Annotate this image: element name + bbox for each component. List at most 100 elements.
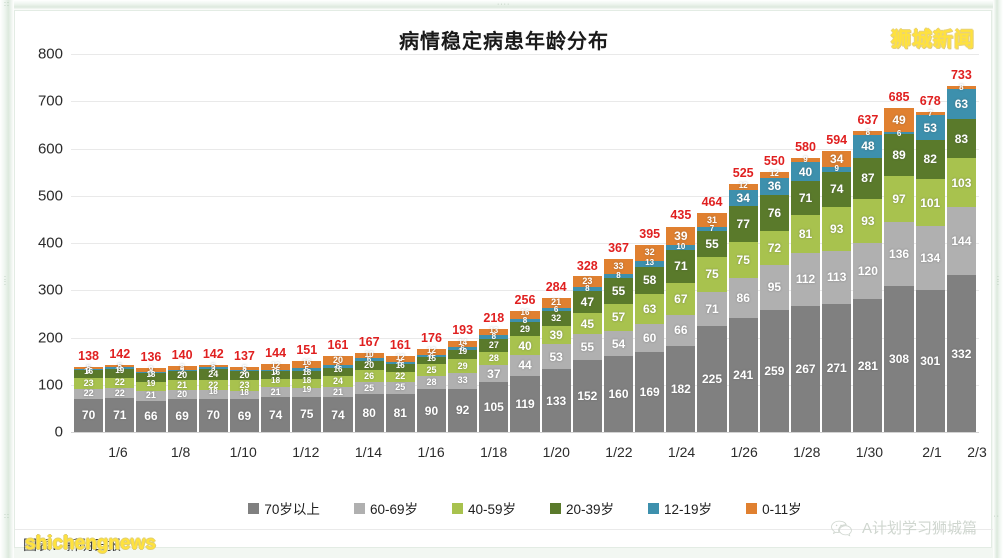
footer-divider <box>15 529 993 530</box>
bar-column[interactable]: 7 53 82 101 134 301 678 <box>915 54 945 432</box>
bar-total-label: 580 <box>795 139 816 154</box>
bar-segment-value: 271 <box>826 360 847 375</box>
bar-total-label: 142 <box>202 346 224 361</box>
resize-grip-right[interactable]: :: <box>997 275 1000 287</box>
bar-segment-value: 74 <box>268 407 283 422</box>
legend-label: 70岁以上 <box>264 502 320 517</box>
bar-column[interactable]: 34 9 74 93 113 271 594 <box>822 54 852 432</box>
bar-segment-value: 21 <box>551 297 562 308</box>
bar-segment-value: 20 <box>239 369 250 380</box>
legend-item[interactable]: 40-59岁 <box>451 498 516 518</box>
bar-segment: 144 <box>946 207 976 276</box>
bar-segment: 6 <box>416 351 447 361</box>
legend-item[interactable]: 60-69岁 <box>353 498 418 518</box>
bar-column[interactable]: 23 8 47 45 55 152 328 <box>572 54 602 432</box>
bar-segment: 33 <box>603 258 634 275</box>
bar-segment: 71 <box>697 292 727 326</box>
bar-segment: 182 <box>666 346 696 432</box>
bar-segment: 16 <box>323 366 353 376</box>
resize-grip-top-left[interactable]: :: <box>4 1 10 8</box>
legend-label: 12-19岁 <box>664 502 713 517</box>
bar-column[interactable]: 8 63 83 103 144 332 733 <box>946 54 976 432</box>
bar-segment-value: 93 <box>830 221 844 236</box>
bar-column[interactable]: 31 7 55 75 71 225 464 <box>697 54 727 432</box>
bar-total-label: 733 <box>950 67 972 82</box>
bar-series-container: 5 2 16 23 22 70 138 5 3 19 22 22 71 142 9 3 18 19 21 66 136 8… <box>71 54 979 432</box>
bar-column[interactable]: 49 6 89 97 136 308 685 <box>884 54 914 432</box>
resize-grip-bottom-left[interactable]: :: <box>4 513 10 520</box>
bar-column[interactable]: 33 8 55 57 54 160 367 <box>603 54 634 432</box>
bar-column[interactable]: 12 36 76 72 95 259 550 <box>759 54 789 432</box>
bar-column[interactable]: 5 2 20 23 18 69 137 <box>229 54 260 432</box>
bar-segment-value: 8 <box>616 271 621 281</box>
bar-segment: 26 <box>354 370 384 383</box>
bar-column[interactable]: 16 8 29 40 44 119 256 <box>510 54 540 432</box>
bar-column[interactable]: 9 40 71 81 112 267 580 <box>790 54 821 432</box>
x-axis-tick-label: 1/14 <box>354 444 383 460</box>
legend-item[interactable]: 0-11岁 <box>746 498 802 518</box>
resize-grip-left[interactable]: :: <box>4 275 7 287</box>
bar-column[interactable]: 12 3 16 18 21 74 144 <box>261 54 291 432</box>
bar-segment: 19 <box>292 385 322 397</box>
bar-total-label: 256 <box>514 293 536 308</box>
bar-column[interactable]: 20 6 16 24 21 74 161 <box>323 54 353 432</box>
bar-segment-value: 5 <box>117 361 122 371</box>
bar-column[interactable]: 12 34 77 75 86 241 525 <box>728 54 758 432</box>
bar-segment: 70 <box>198 398 228 432</box>
y-axis-tick-label: 100 <box>37 376 63 394</box>
bar-segment-value: 16 <box>395 360 405 370</box>
bar-column[interactable]: 8 2 20 21 20 69 140 <box>167 54 197 432</box>
bar-segment: 69 <box>229 399 260 432</box>
bar-column[interactable]: 16 5 18 18 19 75 151 <box>292 54 322 432</box>
bar-segment: 19 <box>136 379 166 391</box>
bar-segment-value: 18 <box>302 376 312 386</box>
bar-segment: 2 <box>74 367 104 375</box>
legend-item[interactable]: 20-39岁 <box>550 498 614 518</box>
legend-label: 0-11岁 <box>762 502 802 517</box>
bar-total-label: 685 <box>888 90 910 105</box>
bar-column[interactable]: 10 6 20 26 25 80 167 <box>354 54 384 432</box>
bar-segment-value: 267 <box>795 361 816 376</box>
bar-segment: 39 <box>541 325 571 345</box>
bar-column[interactable]: 32 13 58 63 60 169 395 <box>635 54 665 432</box>
bar-segment: 74 <box>323 397 353 432</box>
bar-column[interactable]: 5 2 16 23 22 70 138 <box>74 54 104 432</box>
bar-segment-value: 101 <box>920 195 941 210</box>
legend-swatch-icon <box>248 502 260 514</box>
bar-column[interactable]: 21 6 32 39 53 133 284 <box>541 54 571 432</box>
bar-segment: 25 <box>385 381 415 394</box>
bar-column[interactable]: 12 5 16 22 25 81 161 <box>385 54 415 432</box>
resize-grip-top-center[interactable]: ···· <box>497 1 511 8</box>
resize-grip-bottom-right[interactable]: ·· <box>993 513 1000 520</box>
bar-column[interactable]: 39 10 71 67 66 182 435 <box>666 54 696 432</box>
bar-segment: 10 <box>666 242 696 250</box>
bar-segment-value: 6 <box>429 351 434 361</box>
chart-legend: 70岁以上 60-69岁 40-59岁 20-39岁 12-19岁 0-11岁 <box>71 498 979 518</box>
bar-column[interactable]: 8 48 87 93 120 281 637 <box>853 54 883 432</box>
legend-item[interactable]: 12-19岁 <box>648 498 712 518</box>
bar-column[interactable]: 9 3 18 19 21 66 136 <box>136 54 166 432</box>
bar-segment-value: 16 <box>302 357 312 367</box>
bar-segment: 13 <box>635 258 665 267</box>
bar-segment-value: 40 <box>518 338 532 353</box>
bar-column[interactable]: 14 6 19 29 33 92 193 <box>448 54 478 432</box>
bar-segment-value: 70 <box>206 408 220 423</box>
bar-column[interactable]: 13 8 27 28 37 105 218 <box>479 54 509 432</box>
bar-segment: 54 <box>603 330 634 357</box>
wechat-credit-label: A计划学习狮城篇 <box>861 520 977 537</box>
bar-segment-value: 10 <box>364 350 374 360</box>
bar-column[interactable]: 5 3 19 22 22 71 142 <box>105 54 135 432</box>
bar-segment-value: 5 <box>242 364 247 374</box>
bar-segment: 18 <box>229 388 260 400</box>
bar-segment-value: 33 <box>457 375 468 386</box>
bar-segment: 3 <box>105 365 135 373</box>
bar-segment: 92 <box>448 388 478 432</box>
bar-segment-value: 70 <box>81 408 96 423</box>
bar-segment: 80 <box>354 394 384 432</box>
bar-segment-value: 6 <box>366 354 372 364</box>
legend-item[interactable]: 70岁以上 <box>248 498 320 518</box>
bar-segment: 6 <box>323 363 353 371</box>
bar-segment: 18 <box>261 376 291 388</box>
bar-column[interactable]: 12 6 15 25 28 90 176 <box>416 54 447 432</box>
bar-column[interactable]: 5 3 24 22 18 70 142 <box>198 54 228 432</box>
